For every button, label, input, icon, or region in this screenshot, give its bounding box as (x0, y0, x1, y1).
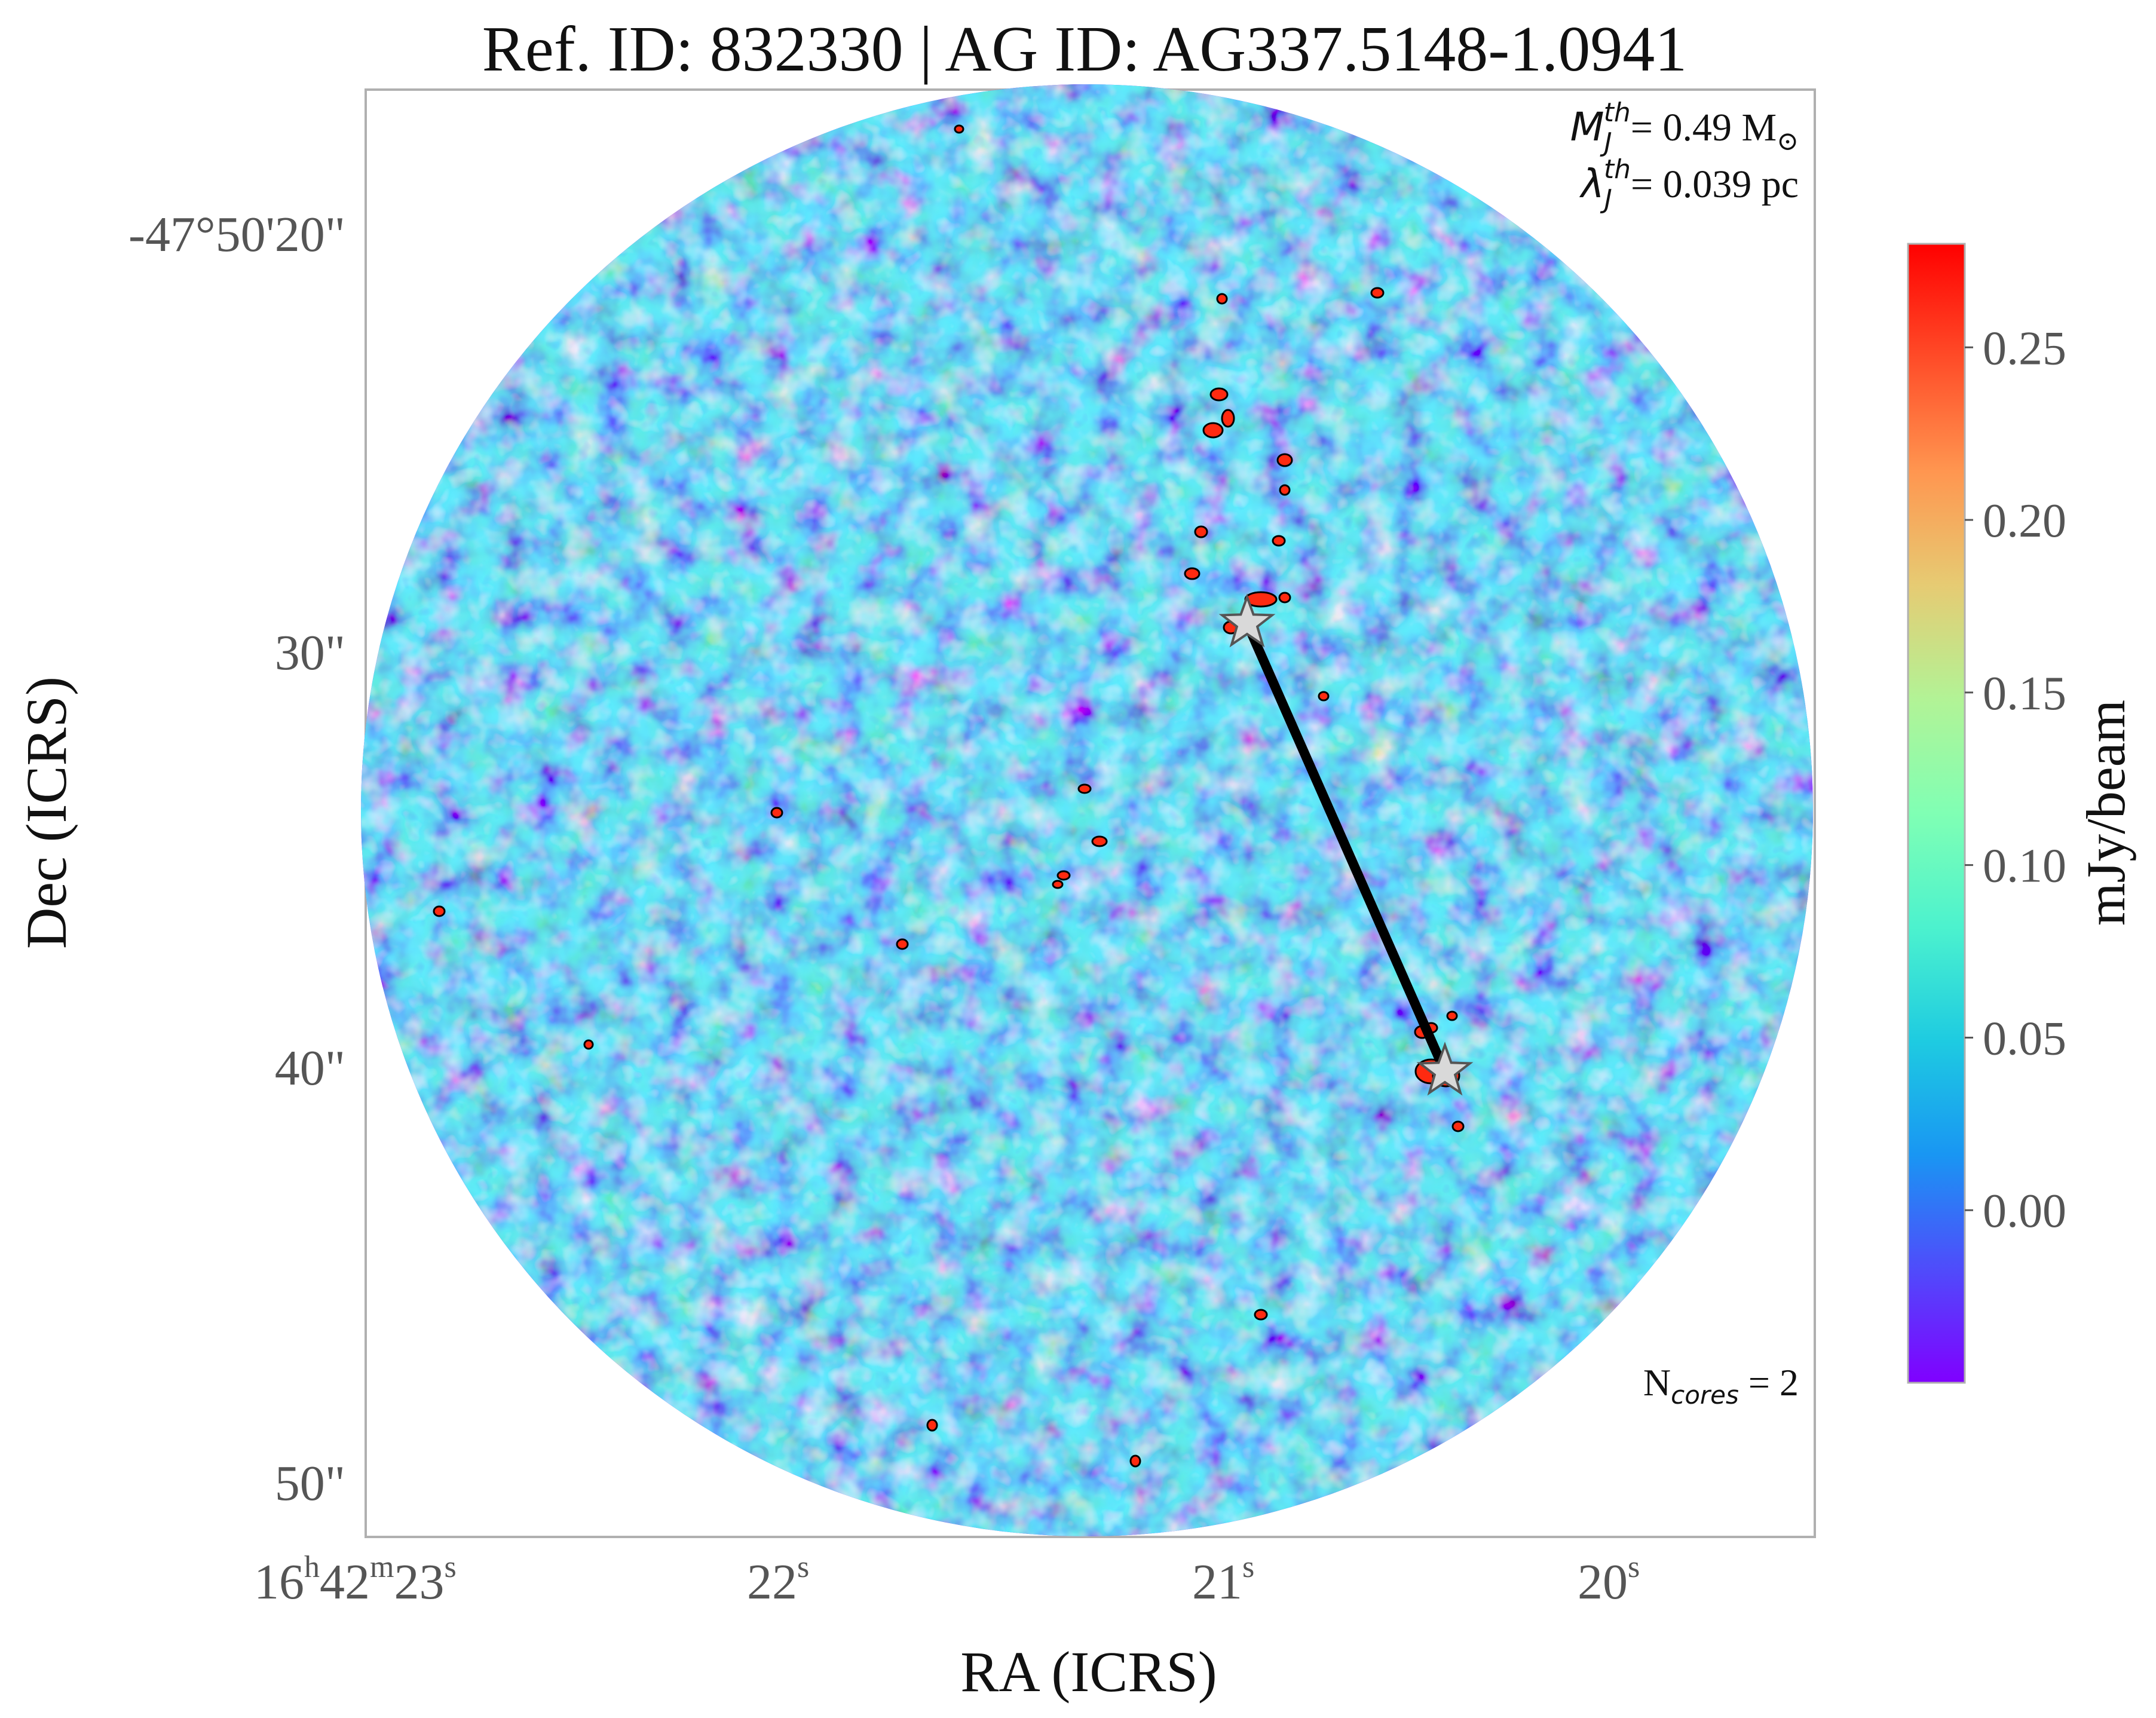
emission-clump (896, 938, 909, 950)
emission-clump (1077, 783, 1092, 794)
emission-clump (1194, 525, 1208, 538)
colorbar-ticks: 0.25 0.20 0.15 0.10 0.05 0.00 (1965, 322, 2066, 1238)
emission-clump (1446, 1010, 1458, 1021)
emission-clump (583, 1039, 594, 1050)
emission-clump (1216, 293, 1228, 305)
emission-clump (1272, 535, 1286, 547)
jeans-mass-annotation: MJth= 0.49 M⊙ (1570, 97, 1799, 158)
emission-clump (1278, 592, 1291, 604)
y-axis-label: Dec (ICRS) (14, 676, 78, 949)
x-axis-ticks: 16h42m23s 22s 21s 20s (254, 1550, 1640, 1610)
core-count-annotation: Ncores = 2 (1643, 1361, 1799, 1410)
colorbar-tick-label: 0.20 (1983, 495, 2066, 547)
x-axis-label: RA (ICRS) (960, 1640, 1217, 1704)
x-tick-label: 16h42m23s (254, 1550, 457, 1610)
colorbar-tick-label: 0.00 (1983, 1185, 2066, 1238)
y-tick-label: -47°50'20" (128, 207, 345, 262)
x-tick-label: 22s (747, 1550, 809, 1610)
emission-clump (1254, 1309, 1268, 1321)
emission-clump (1129, 1454, 1141, 1468)
jeans-length-annotation: λJth= 0.039 pc (1579, 154, 1799, 215)
y-tick-label: 40" (275, 1040, 345, 1096)
colorbar-tick-label: 0.10 (1983, 840, 2066, 893)
core-group (1218, 593, 1474, 1096)
colorbar: 0.25 0.20 0.15 0.10 0.05 0.00 mJy/beam (1907, 243, 2136, 1384)
core-star-marker (1416, 1042, 1474, 1096)
emission-clump (1202, 422, 1224, 439)
emission-clump (1052, 880, 1064, 889)
core-connector-line (1242, 621, 1450, 1074)
emission-clump (1276, 453, 1293, 467)
y-axis-ticks: -47°50'20" 30" 40" 50" (128, 207, 345, 1511)
y-tick-label: 50" (275, 1456, 345, 1511)
emission-clump (1221, 409, 1235, 428)
y-tick-label: 30" (275, 625, 345, 681)
emission-clump (1318, 691, 1330, 702)
intensity-map (361, 84, 1813, 1536)
colorbar-label: mJy/beam (2075, 700, 2136, 926)
emission-clump (926, 1419, 938, 1432)
x-tick-label: 20s (1578, 1550, 1640, 1610)
emission-clump (1091, 835, 1108, 847)
core-star-marker (1218, 593, 1276, 648)
emission-clump (1451, 1120, 1465, 1132)
colorbar-tick-label: 0.15 (1983, 667, 2066, 720)
emission-clump (433, 905, 446, 917)
emission-clump (770, 807, 783, 819)
colorbar-gradient (1907, 243, 1966, 1384)
colorbar-tick-label: 0.05 (1983, 1012, 2066, 1065)
x-tick-label: 21s (1192, 1550, 1254, 1610)
emission-clump (1184, 567, 1200, 580)
chart-title: Ref. ID: 832330 | AG ID: AG337.5148-1.09… (482, 14, 1688, 85)
emission-clump (1209, 387, 1229, 402)
emission-clump (1056, 870, 1071, 881)
emission-clump (1279, 484, 1291, 496)
colorbar-tick-label: 0.25 (1983, 322, 2066, 375)
emission-clump (1370, 287, 1385, 299)
emission-clump (954, 124, 964, 134)
